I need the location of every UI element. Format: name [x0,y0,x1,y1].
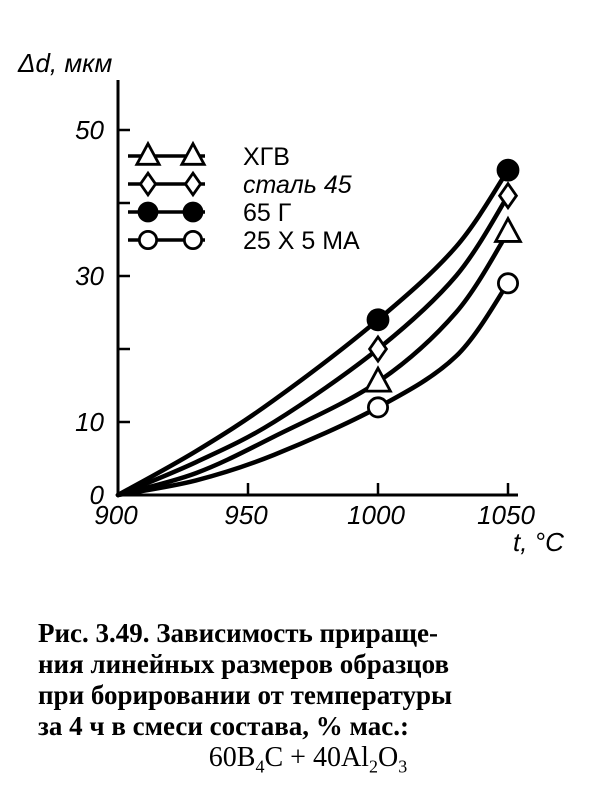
caption-line-3: при борировании от температуры [38,680,453,710]
y-tick-label: 10 [75,407,104,437]
x-tick-label: 900 [94,500,138,530]
data-point [496,158,520,182]
legend-marker [182,229,204,251]
legend-label: сталь 45 [243,171,352,199]
legend-label: 25 Х 5 МА [243,227,360,255]
data-point [366,308,390,332]
y-tick-label: 50 [75,115,104,145]
series-curves [115,167,511,498]
legend-marker [137,201,159,223]
y-axis-title: Δd, мкм [17,48,112,78]
legend-label: ХГВ [243,143,290,171]
legend-marker [138,170,158,198]
caption-line-4: за 4 ч в смеси состава, % мас.: [38,711,409,741]
series-line-1 [115,193,511,498]
legend-marker [183,170,203,198]
caption-line-1: Рис. 3.49. Зависимость прираще- [38,618,438,648]
data-point [363,365,393,393]
x-tick-label: 1000 [347,500,405,530]
x-axis-title: t, °C [513,527,564,557]
data-point [366,396,389,419]
y-tick-label: 0 [90,480,105,510]
legend-marker [179,140,207,166]
legend-marker [182,201,204,223]
x-tick-label: 1050 [477,500,535,530]
legend-marker [134,140,162,166]
legend-marker [137,229,159,251]
data-point [496,272,519,295]
series-line-3 [115,281,511,498]
data-point [493,215,523,243]
figure-caption: Рис. 3.49. Зависимость прираще- ния лине… [38,618,578,783]
chart: 0 10 30 50 900 950 1000 1050 Δd, мкм t, °C ХГВста… [17,48,564,557]
series-line-2 [115,167,511,498]
data-point [367,334,389,364]
series-line-0 [115,229,511,498]
data-point [497,181,519,211]
legend-label: 65 Г [243,199,292,227]
x-tick-label: 950 [224,500,268,530]
caption-formula: 60B4C + 40Al2O3 [208,742,408,777]
series-markers [363,158,523,419]
axes: 0 10 30 50 900 950 1000 1050 Δd, мкм t, °C [17,48,564,557]
y-tick-label: 30 [75,261,104,291]
caption-line-2: ния линейных размеров образцов [38,649,450,679]
